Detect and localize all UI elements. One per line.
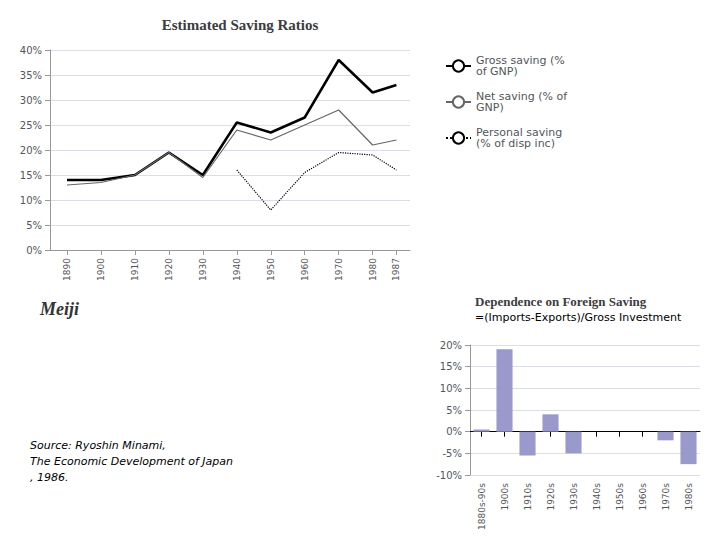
svg-text:, 1986.: , 1986.	[30, 471, 68, 484]
svg-text:Personal saving: Personal saving	[476, 126, 563, 139]
svg-text:10%: 10%	[20, 195, 42, 206]
svg-text:1910s: 1910s	[523, 483, 533, 511]
svg-text:35%: 35%	[20, 70, 42, 81]
svg-text:30%: 30%	[20, 95, 42, 106]
svg-text:of GNP): of GNP)	[476, 65, 518, 78]
svg-text:1980s: 1980s	[684, 483, 694, 511]
svg-text:25%: 25%	[20, 120, 42, 131]
svg-text:1960: 1960	[300, 258, 310, 281]
svg-text:1940s: 1940s	[592, 483, 602, 511]
svg-text:1920s: 1920s	[546, 483, 556, 511]
svg-text:1950: 1950	[266, 258, 276, 281]
svg-text:1910: 1910	[130, 258, 140, 281]
svg-text:1900s: 1900s	[500, 483, 510, 511]
svg-text:1960s: 1960s	[638, 483, 648, 511]
svg-text:15%: 15%	[20, 170, 42, 181]
svg-text:10%: 10%	[440, 383, 462, 394]
svg-text:GNP): GNP)	[476, 101, 504, 114]
svg-text:1920: 1920	[164, 258, 174, 281]
svg-text:1950s: 1950s	[615, 483, 625, 511]
svg-text:20%: 20%	[440, 340, 462, 351]
svg-text:40%: 40%	[20, 45, 42, 56]
svg-text:0%: 0%	[26, 245, 42, 256]
svg-text:=(Imports-Exports)/Gross Inves: =(Imports-Exports)/Gross Investment	[475, 311, 682, 324]
svg-text:1970: 1970	[334, 258, 344, 281]
svg-text:Net saving (% of: Net saving (% of	[476, 90, 568, 103]
svg-text:1890: 1890	[62, 258, 72, 281]
svg-text:0%: 0%	[446, 426, 462, 437]
svg-text:-5%: -5%	[443, 448, 462, 459]
svg-text:Dependence on Foreign Saving: Dependence on Foreign Saving	[475, 294, 647, 309]
svg-text:Meiji: Meiji	[39, 299, 79, 319]
svg-text:1930s: 1930s	[569, 483, 579, 511]
svg-text:Source: Ryoshin Minami,: Source: Ryoshin Minami,	[30, 439, 166, 452]
svg-text:-10%: -10%	[436, 470, 462, 481]
svg-text:5%: 5%	[446, 405, 462, 416]
svg-text:Gross saving (%: Gross saving (%	[476, 54, 565, 67]
svg-text:1930: 1930	[198, 258, 208, 281]
svg-text:1940: 1940	[232, 258, 242, 281]
svg-text:1900: 1900	[96, 258, 106, 281]
svg-text:1980: 1980	[368, 258, 378, 281]
svg-text:(% of disp inc): (% of disp inc)	[476, 137, 555, 150]
svg-text:20%: 20%	[20, 145, 42, 156]
svg-text:5%: 5%	[26, 220, 42, 231]
svg-text:1970s: 1970s	[661, 483, 671, 511]
svg-text:The Economic Development of Ja: The Economic Development of Japan	[30, 455, 233, 468]
svg-text:1987: 1987	[391, 258, 401, 281]
svg-text:1880s-90s: 1880s-90s	[477, 483, 487, 530]
svg-text:15%: 15%	[440, 361, 462, 372]
svg-text:Estimated Saving Ratios: Estimated Saving Ratios	[162, 17, 319, 33]
